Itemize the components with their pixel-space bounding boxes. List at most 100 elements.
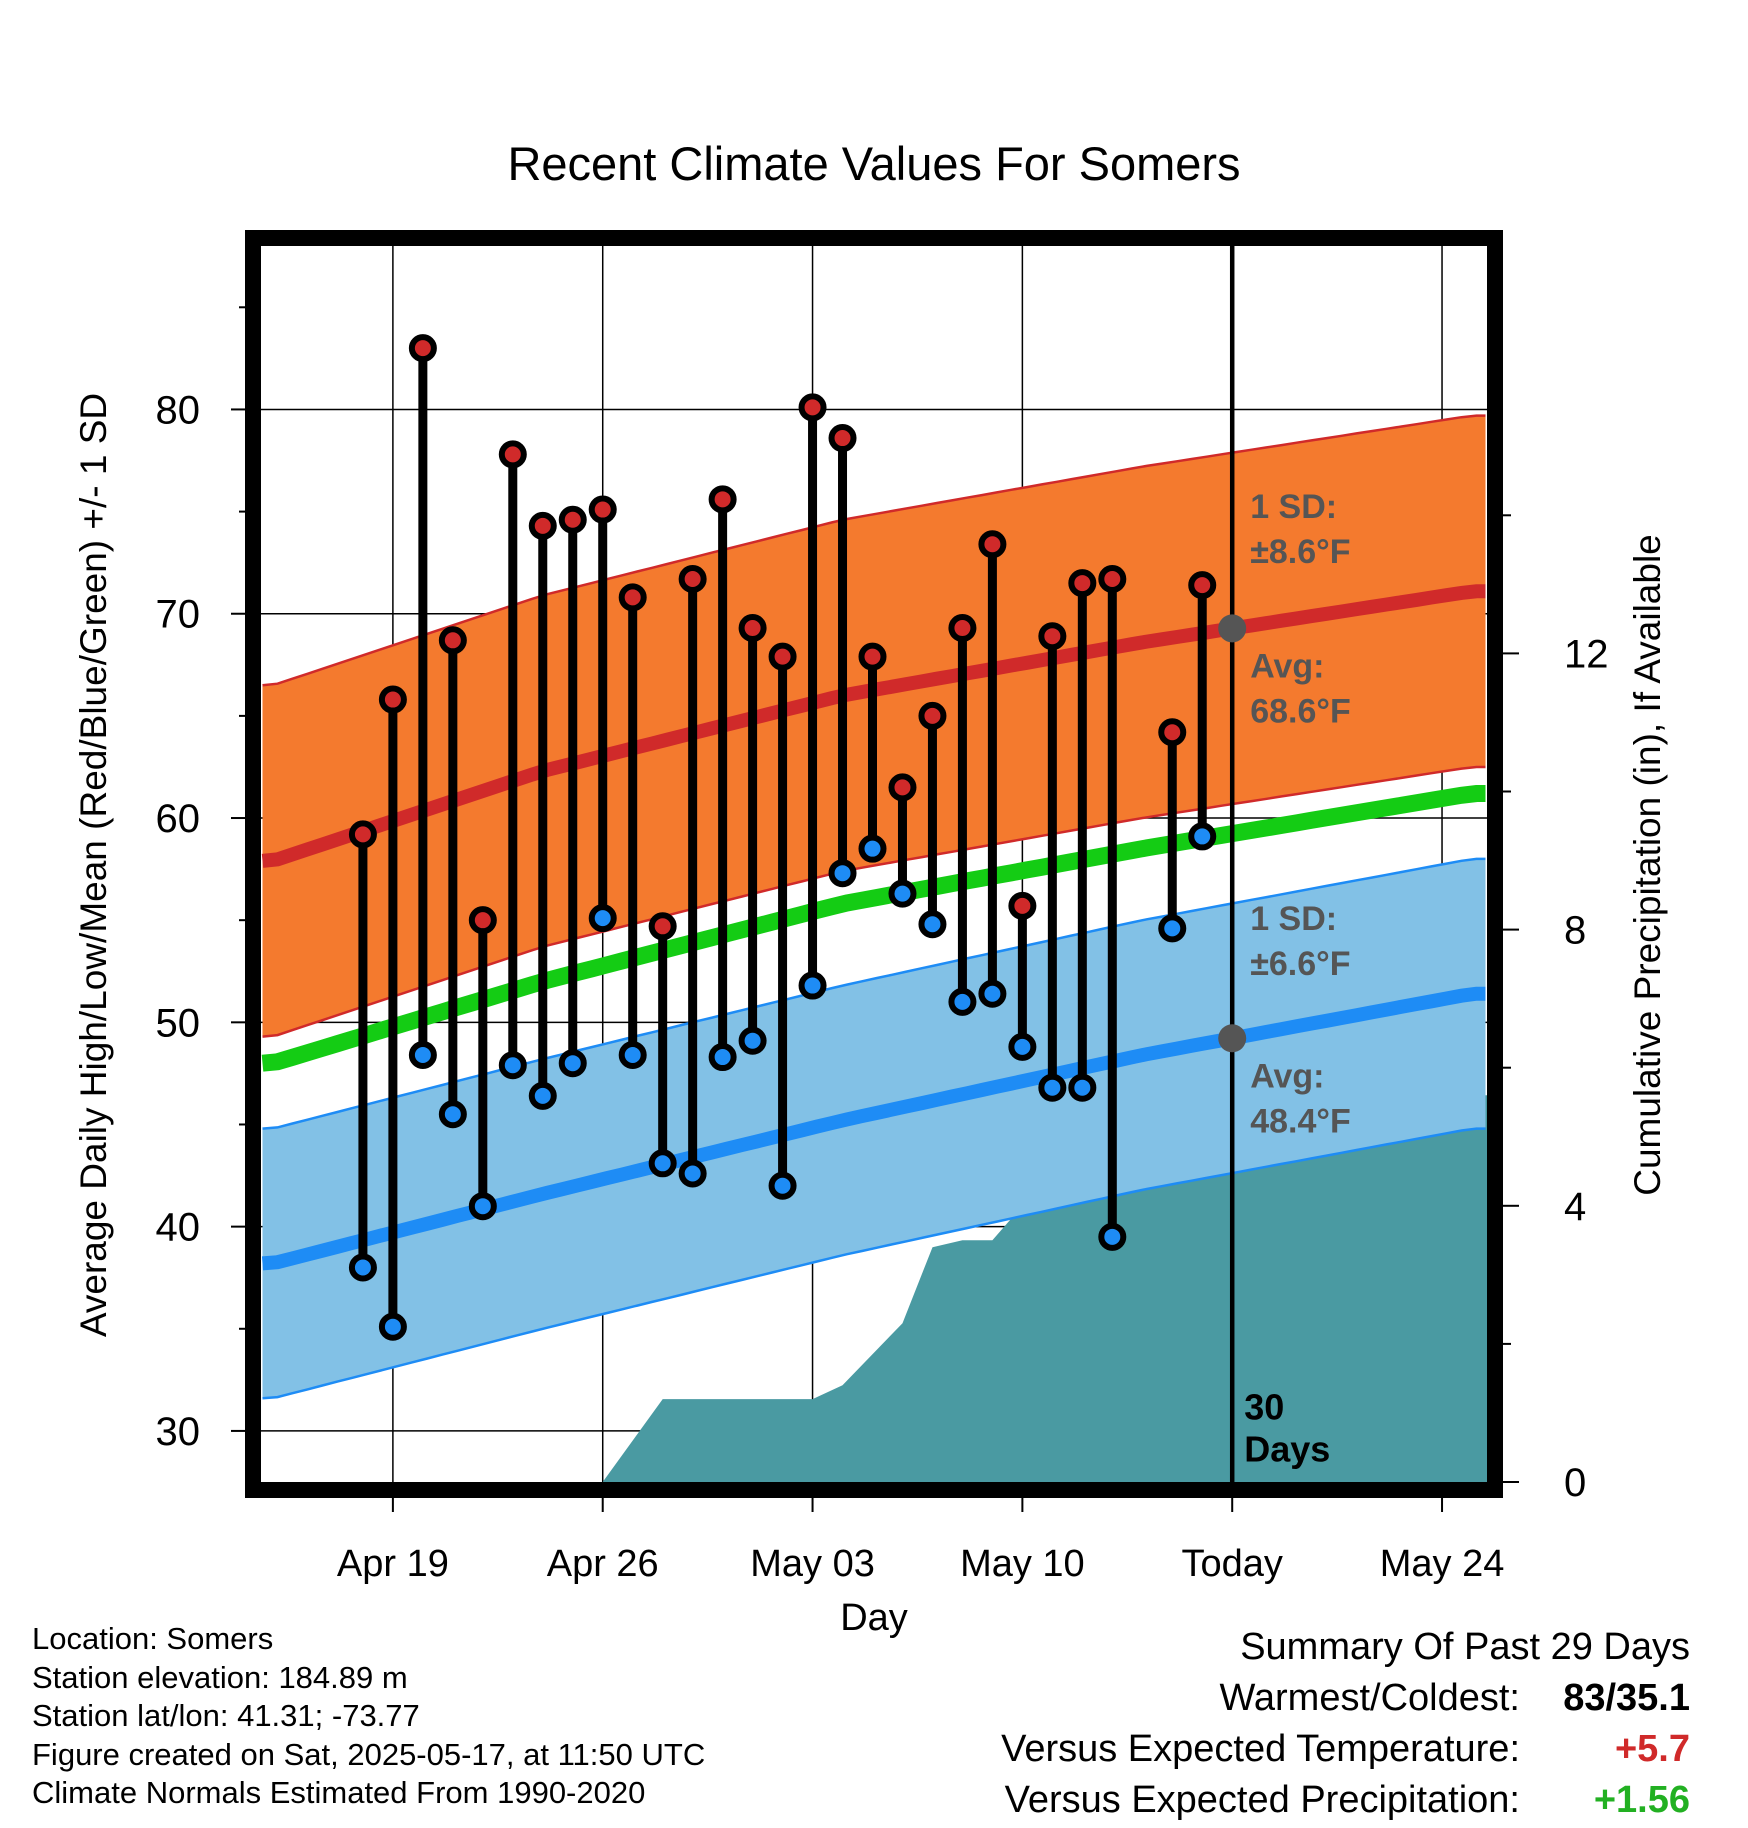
y2-tick-label: 0 [1564,1461,1586,1505]
daily-high-point [1038,622,1067,651]
days-count-label: 30 [1244,1386,1284,1427]
daily-high-point [1188,571,1217,600]
summary-warmest-coldest: Warmest/Coldest: 83/35.1 [1001,1673,1690,1724]
daily-low-point [858,834,887,863]
daily-low-point [648,1149,677,1178]
station-info: Location: Somers Station elevation: 184.… [32,1620,705,1813]
low-sd-upper-edge [262,857,1486,1130]
low-avg-value: 48.4°F [1250,1102,1351,1140]
daily-high-point [1158,718,1187,747]
high-sd-label: 1 SD: [1250,488,1337,526]
daily-high-point [948,614,977,643]
low-sd-lower-edge [262,1127,1486,1400]
low-normal-line [261,986,1486,1271]
daily-high-point [1068,569,1097,598]
daily-high-point [468,906,497,935]
daily-high-point [858,642,887,671]
daily-low-point [348,1253,377,1282]
high-sd-lower-edge [262,765,1486,1038]
daily-high-point [1008,891,1037,920]
y-tick-label: 80 [156,388,201,432]
daily-high-point [498,440,527,469]
summary-title: Summary Of Past 29 Days [1240,1626,1690,1668]
x-tick-label: May 24 [1380,1543,1505,1585]
daily-high-point [888,773,917,802]
summary-panel: Summary Of Past 29 Days Warmest/Coldest:… [1001,1622,1690,1826]
high-avg-value: 68.6°F [1250,692,1351,730]
chart-title: Recent Climate Values For Somers [507,137,1240,190]
daily-low-point [378,1312,407,1341]
latlon-text: Station lat/lon: 41.31; -73.77 [32,1698,420,1733]
days-word-label: Days [1244,1428,1330,1469]
daily-low-point [1158,914,1187,943]
daily-low-point [888,879,917,908]
y2-tick-label: 12 [1564,632,1609,676]
daily-low-point [768,1171,797,1200]
low-sd-band [262,858,1486,1399]
daily-low-point [438,1100,467,1129]
daily-low-point [798,971,827,1000]
warmest-coldest-label: Warmest/Coldest: [1219,1677,1520,1719]
warmest-coldest-value: 83/35.1 [1563,1677,1690,1719]
daily-low-point [1008,1032,1037,1061]
daily-low-point [1098,1222,1127,1251]
elevation-text: Station elevation: 184.89 m [32,1659,408,1695]
daily-high-point [618,583,647,612]
daily-low-point [738,1026,767,1055]
y-tick-label: 30 [156,1410,201,1454]
daily-high-point [588,495,617,524]
high-avg-label: Avg: [1250,647,1324,685]
daily-high-point [708,485,737,514]
daily-low-point [528,1081,557,1110]
x-tick-label: Today [1182,1543,1283,1585]
daily-low-point [468,1192,497,1221]
daily-low-point [1068,1073,1097,1102]
x-tick-label: Apr 26 [547,1543,659,1585]
x-tick-label: May 03 [750,1543,875,1585]
precip-label: Versus Expected Precipitation: [1004,1779,1520,1821]
today-low-normal-marker [1218,1024,1247,1053]
daily-low-point [918,910,947,939]
daily-low-point [618,1041,647,1070]
y-tick-label: 50 [156,1001,201,1045]
daily-high-point [528,511,557,540]
daily-high-point [348,820,377,849]
daily-low-point [408,1041,437,1070]
normals-text: Climate Normals Estimated From 1990-2020 [32,1775,646,1810]
daily-low-point [948,987,977,1016]
summary-temp: Versus Expected Temperature: +5.7 [1001,1724,1690,1775]
y-tick-label: 40 [156,1206,201,1250]
daily-high-point [648,912,677,941]
daily-low-point [498,1051,527,1080]
daily-low-point [678,1159,707,1188]
daily-high-point [558,505,587,534]
high-sd-upper-edge [262,414,1486,687]
daily-high-point [1098,565,1127,594]
y2-tick-label: 4 [1564,1185,1586,1229]
mean-normal-line [261,785,1486,1072]
y-tick-label: 70 [156,593,201,637]
x-tick-label: May 10 [960,1543,1085,1585]
daily-low-point [558,1049,587,1078]
daily-low-point [588,904,617,933]
low-sd-value: ±6.6°F [1250,945,1350,983]
precip-area [602,1095,1487,1482]
plot-frame [245,230,1503,1498]
daily-high-point [678,565,707,594]
y-tick-label: 60 [156,797,201,841]
daily-high-point [378,685,407,714]
y2-tick-label: 8 [1564,909,1586,953]
high-sd-value: ±8.6°F [1250,533,1350,571]
daily-high-point [918,701,947,730]
daily-high-point [768,642,797,671]
daily-low-point [708,1043,737,1072]
precip-value: +1.56 [1593,1779,1690,1821]
y2-axis-title: Cumulative Precipitation (in), If Availa… [1627,534,1668,1196]
low-avg-label: Avg: [1250,1057,1324,1095]
x-tick-label: Apr 19 [337,1543,449,1585]
daily-high-point [408,334,437,363]
x-axis-title: Day [840,1597,908,1639]
daily-high-point [738,614,767,643]
location-text: Location: Somers [32,1621,274,1656]
daily-low-point [1188,822,1217,851]
